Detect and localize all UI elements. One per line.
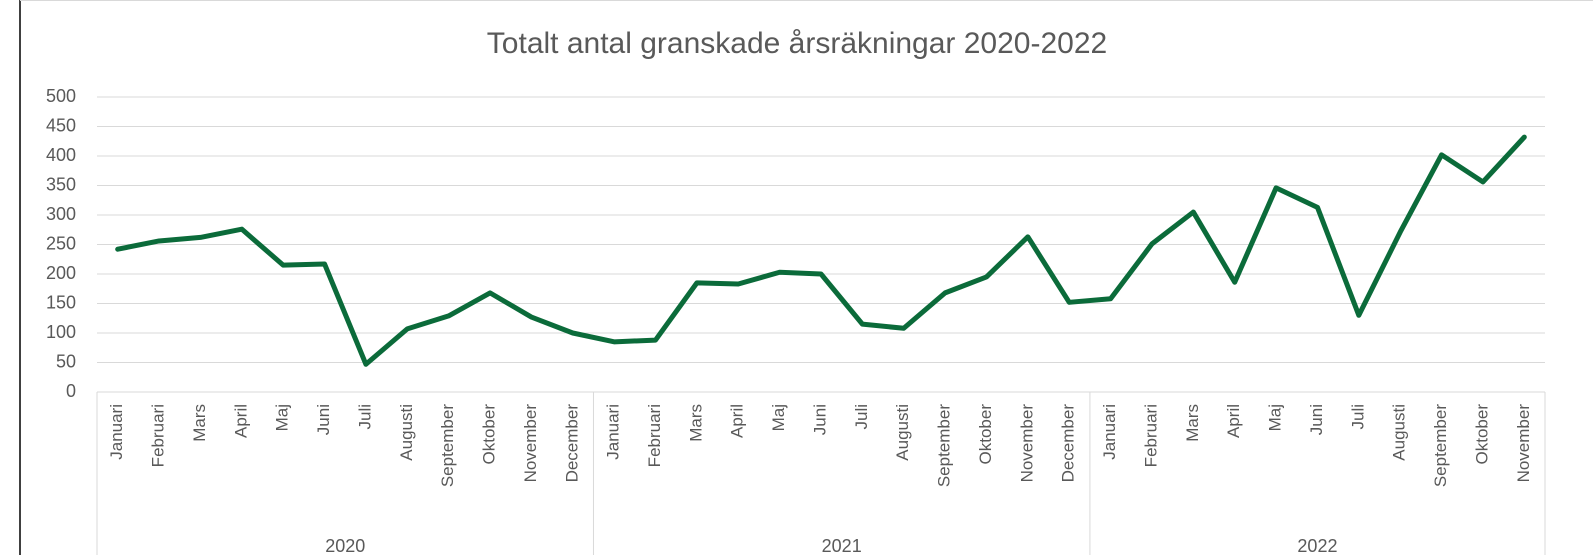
x-tick-label: November — [1514, 404, 1533, 483]
group-label: 2020 — [325, 536, 365, 555]
x-tick-label: Juli — [355, 404, 374, 430]
x-tick-label: Juli — [1348, 404, 1367, 430]
x-tick-label: Januari — [107, 404, 126, 460]
y-tick-label: 100 — [46, 322, 76, 342]
x-tick-label: April — [231, 404, 250, 438]
x-tick-label: Augusti — [893, 404, 912, 461]
x-tick-label: Januari — [1100, 404, 1119, 460]
x-tick-label: Juli — [852, 404, 871, 430]
y-tick-label: 450 — [46, 115, 76, 135]
x-tick-label: April — [1224, 404, 1243, 438]
x-tick-label: Mars — [190, 404, 209, 442]
y-tick-label: 200 — [46, 263, 76, 283]
x-tick-label: Juni — [1307, 404, 1326, 435]
x-tick-label: Oktober — [480, 404, 499, 465]
x-tick-label: Maj — [769, 404, 788, 431]
y-tick-label: 250 — [46, 233, 76, 253]
x-tick-label: Maj — [273, 404, 292, 431]
group-label: 2021 — [822, 536, 862, 555]
x-tick-label: Juni — [314, 404, 333, 435]
x-tick-label: December — [1059, 404, 1078, 483]
x-tick-label: December — [562, 404, 581, 483]
y-tick-label: 400 — [46, 145, 76, 165]
y-tick-label: 50 — [56, 351, 76, 371]
y-tick-label: 0 — [66, 381, 76, 401]
group-label: 2022 — [1297, 536, 1337, 555]
y-tick-label: 150 — [46, 292, 76, 312]
x-tick-label: Mars — [1183, 404, 1202, 442]
x-tick-label: Februari — [149, 404, 168, 467]
x-tick-label: November — [1017, 404, 1036, 483]
x-tick-label: September — [1431, 404, 1450, 487]
x-tick-label: September — [935, 404, 954, 487]
x-tick-label: Augusti — [397, 404, 416, 461]
x-tick-label: Juni — [810, 404, 829, 435]
line-series — [115, 134, 1527, 367]
x-tick-label: Oktober — [1472, 404, 1491, 465]
x-tick-label: Februari — [1141, 404, 1160, 467]
x-tick-label: Maj — [1266, 404, 1285, 431]
x-tick-label: Oktober — [976, 404, 995, 465]
x-tick-label: Augusti — [1390, 404, 1409, 461]
x-tick-label: Mars — [686, 404, 705, 442]
y-tick-label: 350 — [46, 174, 76, 194]
x-tick-label: September — [438, 404, 457, 487]
y-tick-label: 300 — [46, 204, 76, 224]
y-tick-label: 500 — [46, 86, 76, 106]
x-tick-label: April — [728, 404, 747, 438]
x-tick-label: November — [521, 404, 540, 483]
x-tick-label: Januari — [604, 404, 623, 460]
chart-title: Totalt antal granskade årsräkningar 2020… — [487, 27, 1107, 60]
x-tick-label: Februari — [645, 404, 664, 467]
